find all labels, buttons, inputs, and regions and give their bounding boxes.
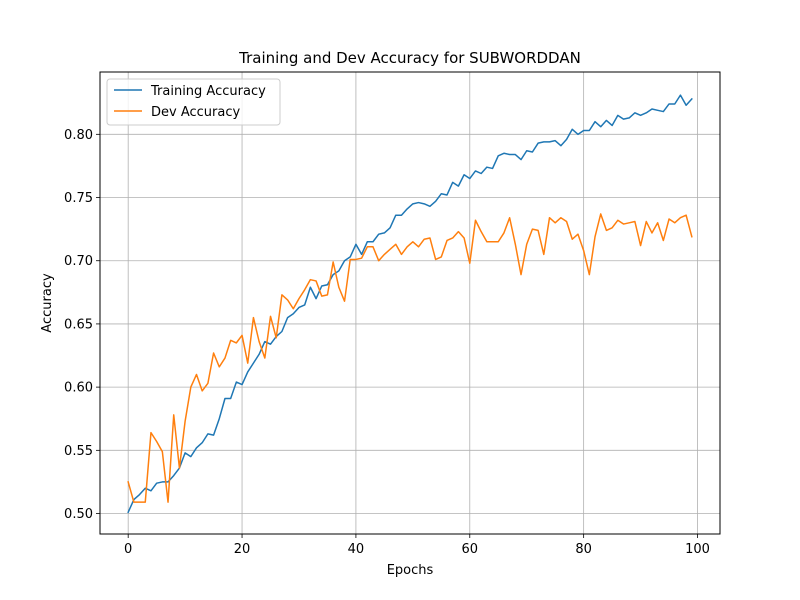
y-tick-label: 0.75 xyxy=(64,191,93,206)
plot-frame xyxy=(99,71,721,535)
plot-series xyxy=(127,94,693,514)
legend-label-training: Training Accuracy xyxy=(150,84,266,99)
chart-title: Training and Dev Accuracy for SUBWORDDAN xyxy=(238,49,581,67)
axis-ticks: 0 20 40 60 80 100 0.50 0.55 0.60 0.65 0.70 0.75 0.80 xyxy=(64,128,710,557)
y-tick-label: 0.50 xyxy=(64,507,93,522)
y-tick-label: 0.70 xyxy=(64,254,93,269)
legend: Training Accuracy Dev Accuracy xyxy=(106,78,281,126)
y-axis-label: Accuracy xyxy=(40,273,55,333)
legend-label-dev: Dev Accuracy xyxy=(151,105,240,120)
grid xyxy=(100,72,720,534)
x-tick-label: 60 xyxy=(462,542,479,557)
y-tick-label: 0.55 xyxy=(64,444,93,459)
x-tick-label: 80 xyxy=(575,542,592,557)
x-axis-label: Epochs xyxy=(387,563,434,578)
y-tick-label: 0.65 xyxy=(64,317,93,332)
x-tick-label: 0 xyxy=(124,542,132,557)
x-tick-label: 100 xyxy=(685,542,710,557)
y-tick-label: 0.80 xyxy=(64,128,93,143)
series-line-dev xyxy=(127,213,693,503)
x-tick-label: 20 xyxy=(234,542,251,557)
y-tick-label: 0.60 xyxy=(64,381,93,396)
legend-box xyxy=(106,78,281,126)
x-tick-label: 40 xyxy=(348,542,365,557)
series-line-training xyxy=(127,94,693,514)
